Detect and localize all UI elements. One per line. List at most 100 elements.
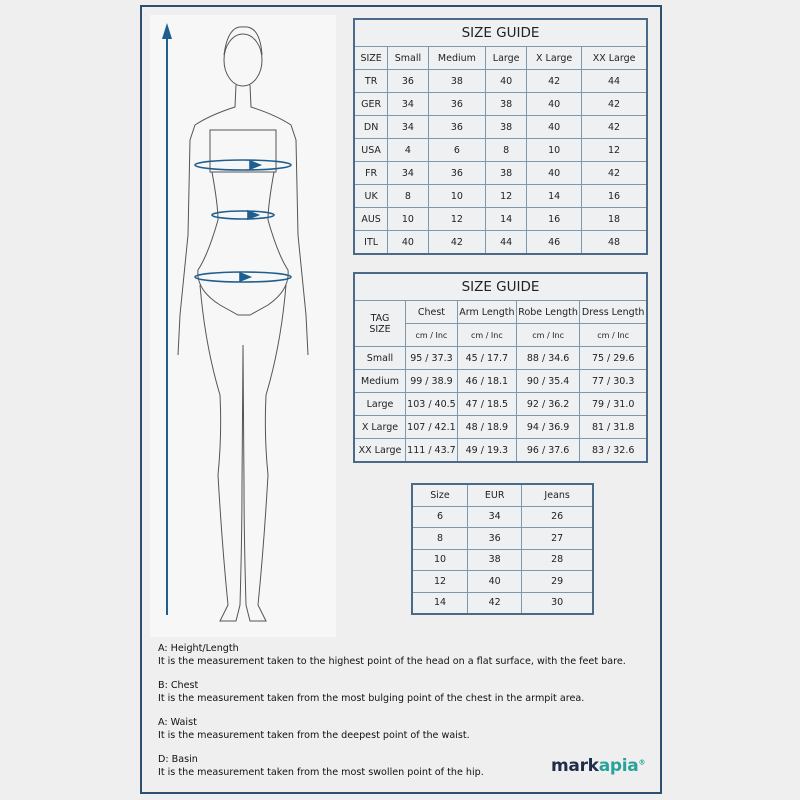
table-cell: 96 / 37.6 — [515, 438, 581, 463]
table-cell: 90 / 35.4 — [515, 369, 581, 393]
table-cell: 42 — [581, 92, 648, 116]
table-row: DN 34 36 38 40 42 — [353, 115, 648, 139]
table-cell: 49 / 19.3 — [456, 438, 517, 463]
table-cell: 27 — [521, 527, 594, 550]
table-cell: 75 / 29.6 — [579, 346, 648, 370]
tag-size-header: TAG SIZE — [353, 300, 406, 347]
table-cell: 38 — [485, 115, 528, 139]
table-cell: 45 / 17.7 — [456, 346, 517, 370]
table-cell: 10 — [411, 548, 468, 571]
body-figure-illustration — [150, 15, 336, 637]
table-cell: 46 — [526, 230, 583, 255]
table-row: 6 34 26 — [411, 505, 594, 528]
table-row: UK 8 10 12 14 16 — [353, 184, 648, 208]
table-cell: 12 — [485, 184, 528, 208]
table-row: 8 36 27 — [411, 527, 594, 550]
header-chest: Chest — [405, 300, 458, 324]
table-cell: 38 — [466, 548, 523, 571]
table-cell: X Large — [353, 415, 406, 439]
table-cell: 29 — [521, 570, 594, 593]
table-cell: 8 — [485, 138, 528, 162]
header-arm-length: Arm Length — [456, 300, 517, 324]
note-title: D: Basin — [158, 754, 198, 765]
table-cell: 40 — [387, 230, 429, 255]
table-cell: 42 — [526, 69, 583, 93]
table-header-row: Size EUR Jeans — [411, 483, 594, 507]
table-cell: UK — [353, 184, 389, 208]
note-item: A: Waist It is the measurement taken from… — [158, 716, 658, 742]
column-header: X Large — [526, 46, 583, 70]
table-cell: 88 / 34.6 — [515, 346, 581, 370]
table-cell: 10 — [526, 138, 583, 162]
table-cell: 14 — [526, 184, 583, 208]
table-cell: 79 / 31.0 — [579, 392, 648, 416]
table-cell: 40 — [485, 69, 528, 93]
table-cell: 83 / 32.6 — [579, 438, 648, 463]
table-title: SIZE GUIDE — [353, 272, 648, 301]
table-cell: 36 — [427, 92, 487, 116]
table-cell: 6 — [427, 138, 487, 162]
table-cell: 8 — [387, 184, 429, 208]
table-row: XX Large 111 / 43.7 49 / 19.3 96 / 37.6 83 /… — [353, 438, 648, 463]
table-cell: 16 — [526, 207, 583, 231]
table-cell: 42 — [427, 230, 487, 255]
table-cell: 36 — [466, 527, 523, 550]
table-cell: 10 — [387, 207, 429, 231]
table-cell: 14 — [411, 591, 468, 615]
table-cell: 34 — [387, 92, 429, 116]
measurement-table: SIZE GUIDE TAG SIZE Chest Arm Length Robe… — [353, 272, 648, 463]
table-cell: 81 / 31.8 — [579, 415, 648, 439]
table-row: Large 103 / 40.5 47 / 18.5 92 / 36.2 79 / 31… — [353, 392, 648, 416]
height-arrow-icon — [162, 23, 172, 615]
table-row: ITL 40 42 44 46 48 — [353, 230, 648, 255]
table-cell: Small — [353, 346, 406, 370]
table-cell: 26 — [521, 505, 594, 528]
table-cell: 34 — [387, 161, 429, 185]
table-cell: 92 / 36.2 — [515, 392, 581, 416]
table-cell: 107 / 42.1 — [405, 415, 458, 439]
unit-label: cm / Inc — [456, 323, 517, 347]
hip-arrow-icon — [194, 271, 292, 283]
table-cell: 48 / 18.9 — [456, 415, 517, 439]
column-header: Large — [485, 46, 528, 70]
note-title: A: Height/Length — [158, 643, 239, 654]
table-cell: ITL — [353, 230, 389, 255]
note-item: B: Chest It is the measurement taken from… — [158, 679, 658, 705]
table-cell: 36 — [427, 115, 487, 139]
table-cell: Large — [353, 392, 406, 416]
table-cell: FR — [353, 161, 389, 185]
table-cell: 111 / 43.7 — [405, 438, 458, 463]
table-cell: 38 — [485, 92, 528, 116]
table-cell: 99 / 38.9 — [405, 369, 458, 393]
table-cell: Medium — [353, 369, 406, 393]
table-cell: 8 — [411, 527, 468, 550]
table-cell: 18 — [581, 207, 648, 231]
column-header: Medium — [427, 46, 487, 70]
table-cell: 14 — [485, 207, 528, 231]
table-cell: GER — [353, 92, 389, 116]
note-text: It is the measurement taken from the dee… — [158, 730, 470, 741]
unit-label: cm / Inc — [515, 323, 581, 347]
note-title: B: Chest — [158, 680, 199, 691]
note-text: It is the measurement taken from the mos… — [158, 693, 585, 704]
table-cell: 44 — [581, 69, 648, 93]
note-item: D: Basin It is the measurement taken from… — [158, 753, 658, 779]
table-cell: 47 / 18.5 — [456, 392, 517, 416]
table-cell: 42 — [581, 115, 648, 139]
table-cell: 48 — [581, 230, 648, 255]
table-cell: DN — [353, 115, 389, 139]
table-cell: 103 / 40.5 — [405, 392, 458, 416]
table-cell: 10 — [427, 184, 487, 208]
column-header: Small — [387, 46, 429, 70]
table-cell: 36 — [387, 69, 429, 93]
table-row: 12 40 29 — [411, 570, 594, 593]
table-cell: 12 — [411, 570, 468, 593]
header-robe-length: Robe Length — [515, 300, 581, 324]
table-cell: 40 — [526, 92, 583, 116]
table-row: GER 34 36 38 40 42 — [353, 92, 648, 116]
note-title: A: Waist — [158, 717, 197, 728]
note-text: It is the measurement taken to the highe… — [158, 656, 626, 667]
table-cell: 38 — [427, 69, 487, 93]
table-row: FR 34 36 38 40 42 — [353, 161, 648, 185]
table-cell: 16 — [581, 184, 648, 208]
